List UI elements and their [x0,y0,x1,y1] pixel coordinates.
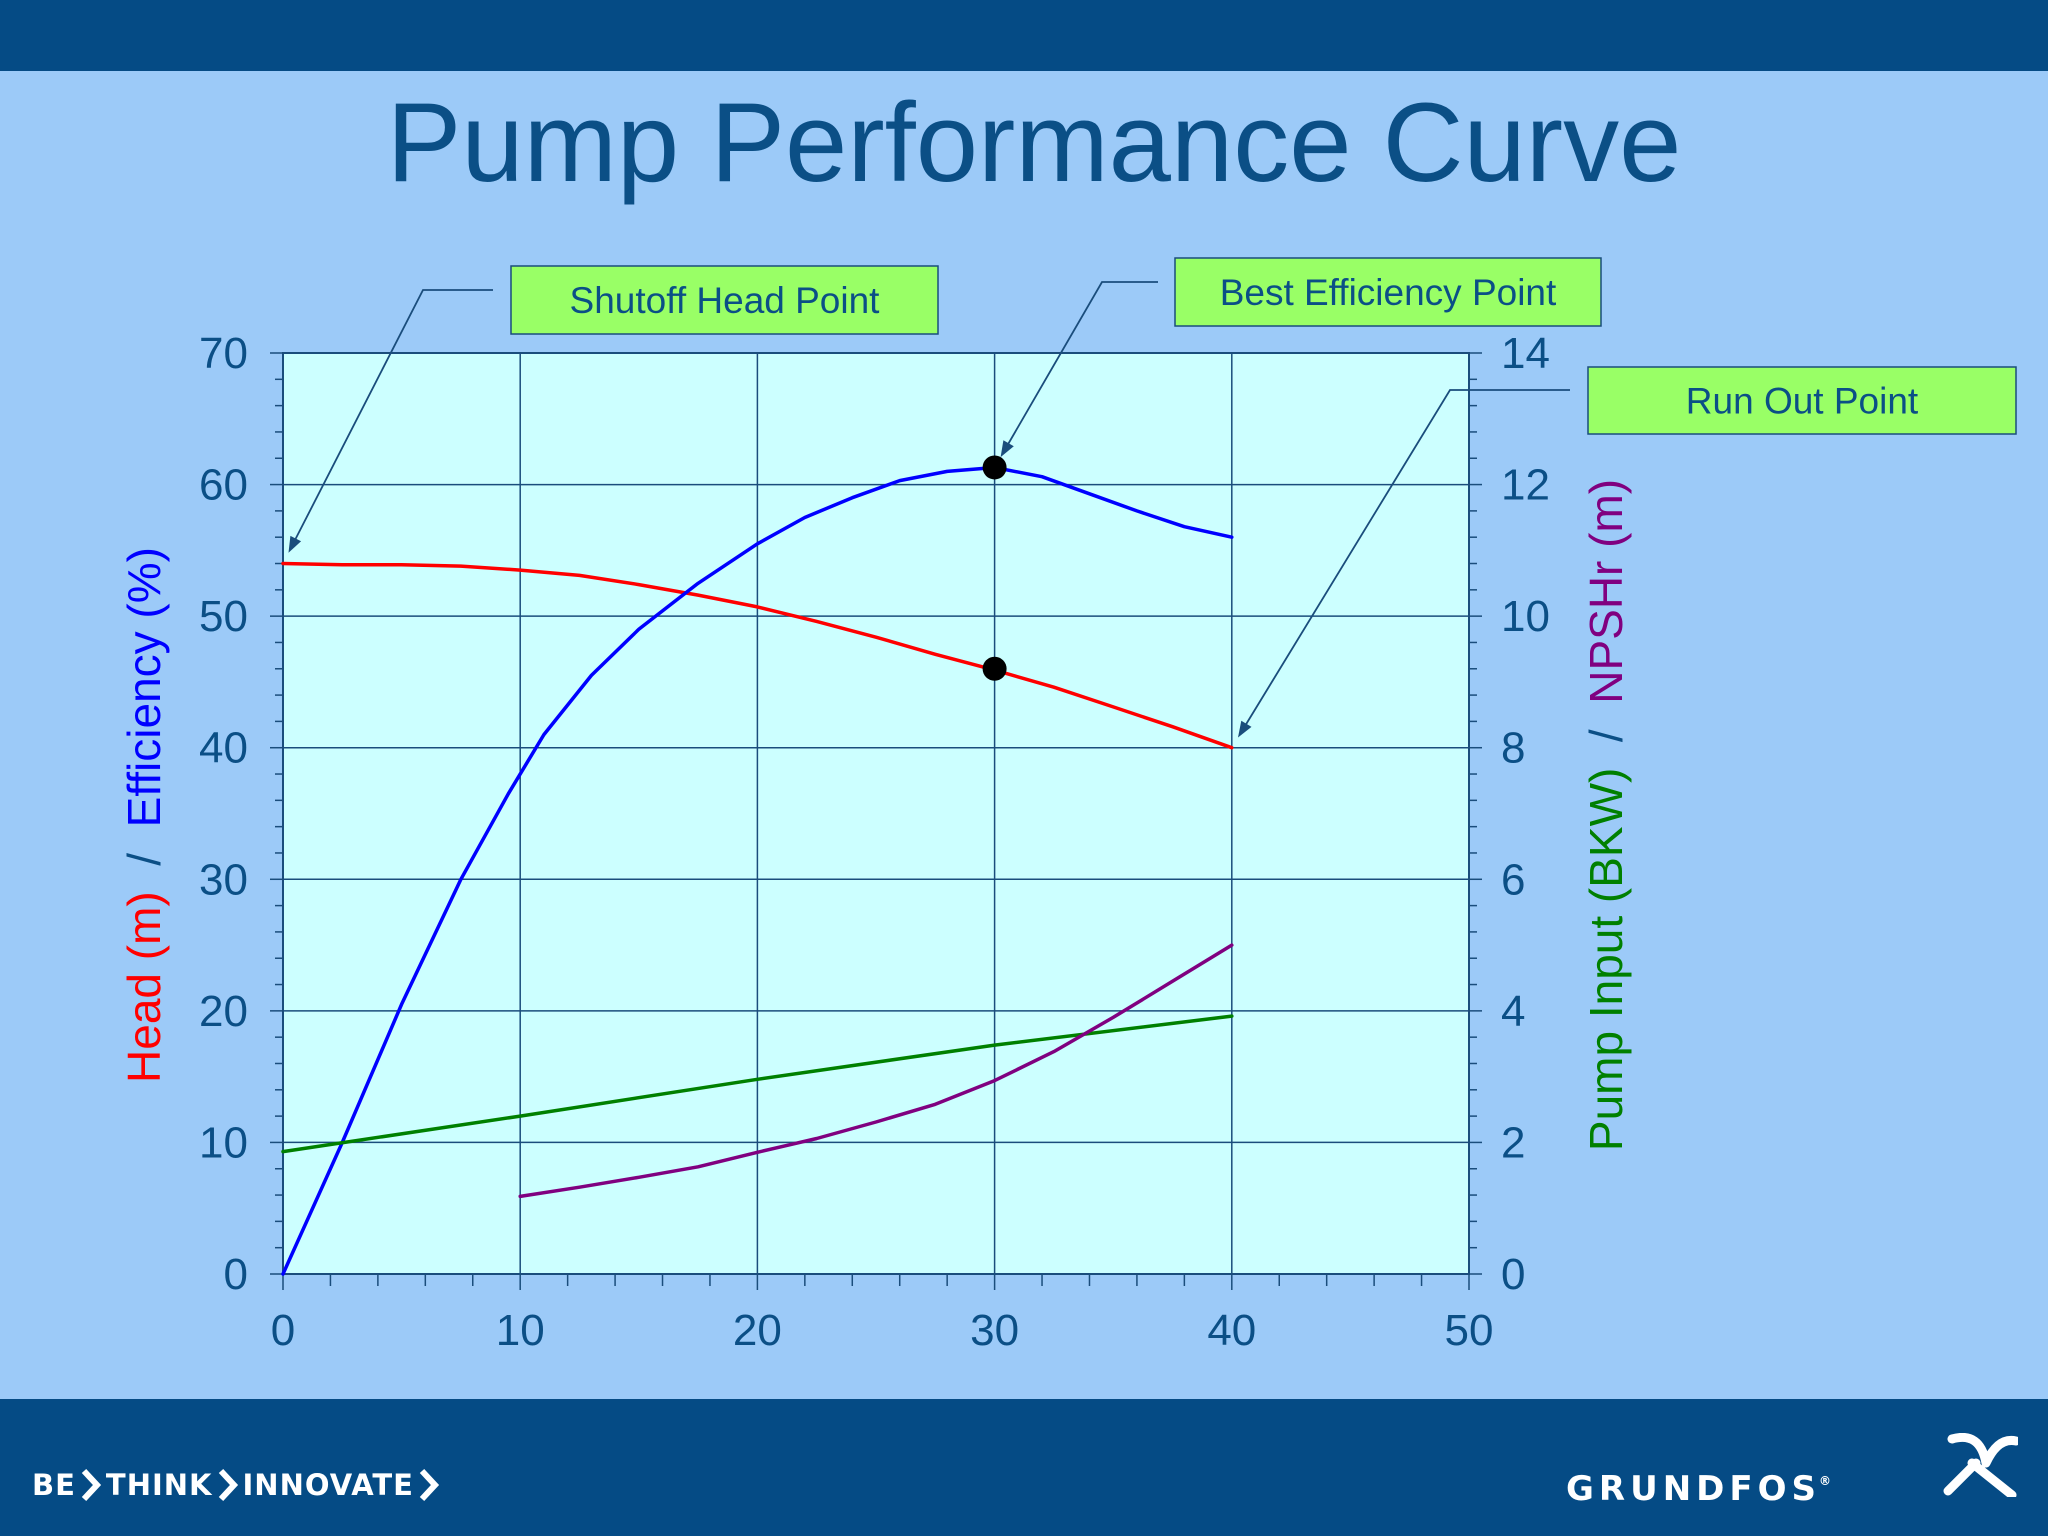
footer-tagline: BE THINK INNOVATE [32,1468,444,1502]
registered-mark: ® [1819,1474,1831,1488]
x-tick-label: 10 [496,1306,545,1355]
x-tick-label: 50 [1445,1306,1494,1355]
right-tick-label: 0 [1501,1250,1525,1299]
tagline-word-innovate: INNOVATE [242,1468,414,1502]
right-tick-label: 6 [1501,855,1525,904]
series-line-2 [281,1014,1234,1154]
callout-label: Best Efficiency Point [1220,272,1557,313]
left-axis-title-part: Efficiency (%) [118,547,170,853]
series-line-0 [281,561,1234,750]
right-axis-title: Pump Input (BKW) / NPSHr (m) [1580,479,1632,1151]
right-axis-title-part: Pump Input (BKW) [1580,768,1632,1151]
callout-arrow-head [1238,720,1252,738]
chevron-right-icon [218,1468,238,1502]
right-tick-label: 12 [1501,461,1550,510]
x-tick-label: 0 [271,1306,295,1355]
footer-banner [0,1399,2048,1536]
right-tick-label: 10 [1501,592,1550,641]
right-tick-label: 2 [1501,1118,1525,1167]
left-tick-label: 40 [199,724,248,773]
left-tick-label: 30 [199,855,248,904]
callout-leader-line [1244,389,1570,726]
left-tick-label: 10 [199,1118,248,1167]
plot-frame [282,352,1470,1275]
callout-box [1587,366,2017,435]
x-tick-label: 20 [733,1306,782,1355]
callout-leader-line [293,289,493,541]
right-axis-title-part: / [1580,729,1632,768]
plot-area [283,353,1469,1274]
right-tick-label: 4 [1501,987,1525,1036]
series-line-3 [518,943,1234,1199]
callout-box [510,265,939,335]
callout-arrow-head [288,535,302,553]
right-tick-label: 14 [1501,329,1550,378]
left-tick-label: 60 [199,461,248,510]
x-tick-label: 40 [1207,1306,1256,1355]
tagline-word-be: BE [32,1468,76,1502]
page-title: Pump Performance Curve [386,80,1682,205]
left-axis-title-part: Head (m) [118,891,170,1083]
left-axis-title-part: / [118,853,170,892]
top-banner [0,0,2048,71]
callout-leader-line [1006,281,1158,446]
x-tick-label: 30 [970,1306,1019,1355]
left-tick-label: 70 [199,329,248,378]
brand-name: GRUNDFOS [1566,1469,1821,1509]
callout-box [1174,257,1602,327]
callout-arrow-head [1000,440,1014,458]
right-axis-title-part: NPSHr (m) [1580,479,1632,729]
left-tick-label: 50 [199,592,248,641]
callout-label: Shutoff Head Point [570,280,881,321]
right-tick-label: 8 [1501,724,1525,773]
left-tick-label: 20 [199,987,248,1036]
marker-point [982,656,1007,681]
left-tick-label: 0 [224,1250,248,1299]
series-line-1 [281,465,1234,1276]
chevron-right-icon [419,1468,440,1502]
callout-label: Run Out Point [1686,381,1919,422]
tagline-word-think: THINK [105,1468,213,1502]
grundfos-x-logo-icon [1943,1433,2018,1497]
marker-point [982,455,1007,480]
chevron-right-icon [81,1468,102,1502]
left-axis-title: Head (m) / Efficiency (%) [118,547,170,1083]
brand-logo-text: GRUNDFOS ® [1566,1466,1831,1512]
